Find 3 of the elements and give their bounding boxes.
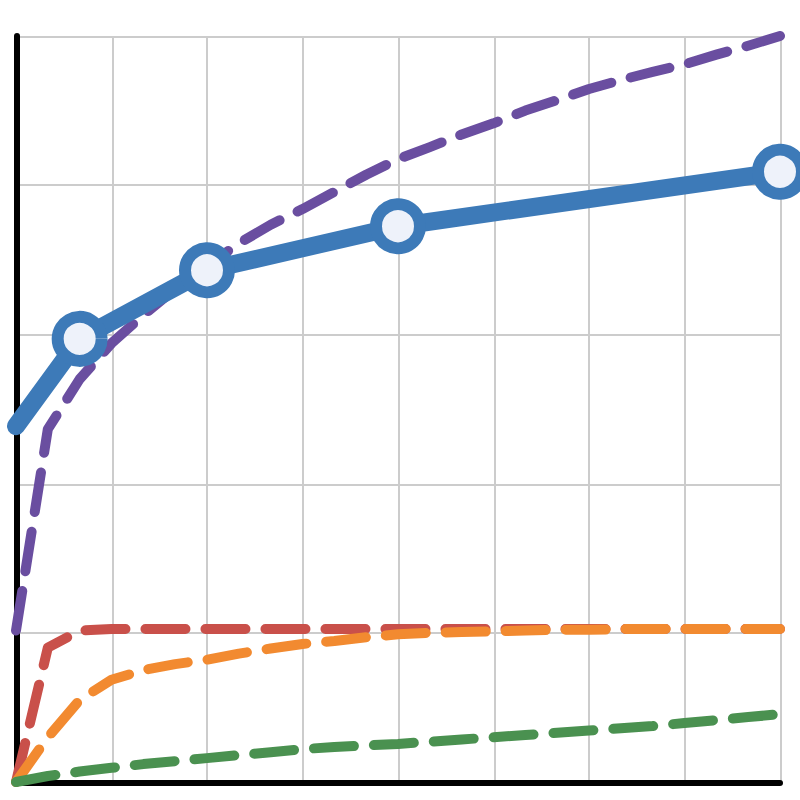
- point: [51, 310, 108, 367]
- point: [179, 242, 235, 299]
- point: [370, 198, 426, 255]
